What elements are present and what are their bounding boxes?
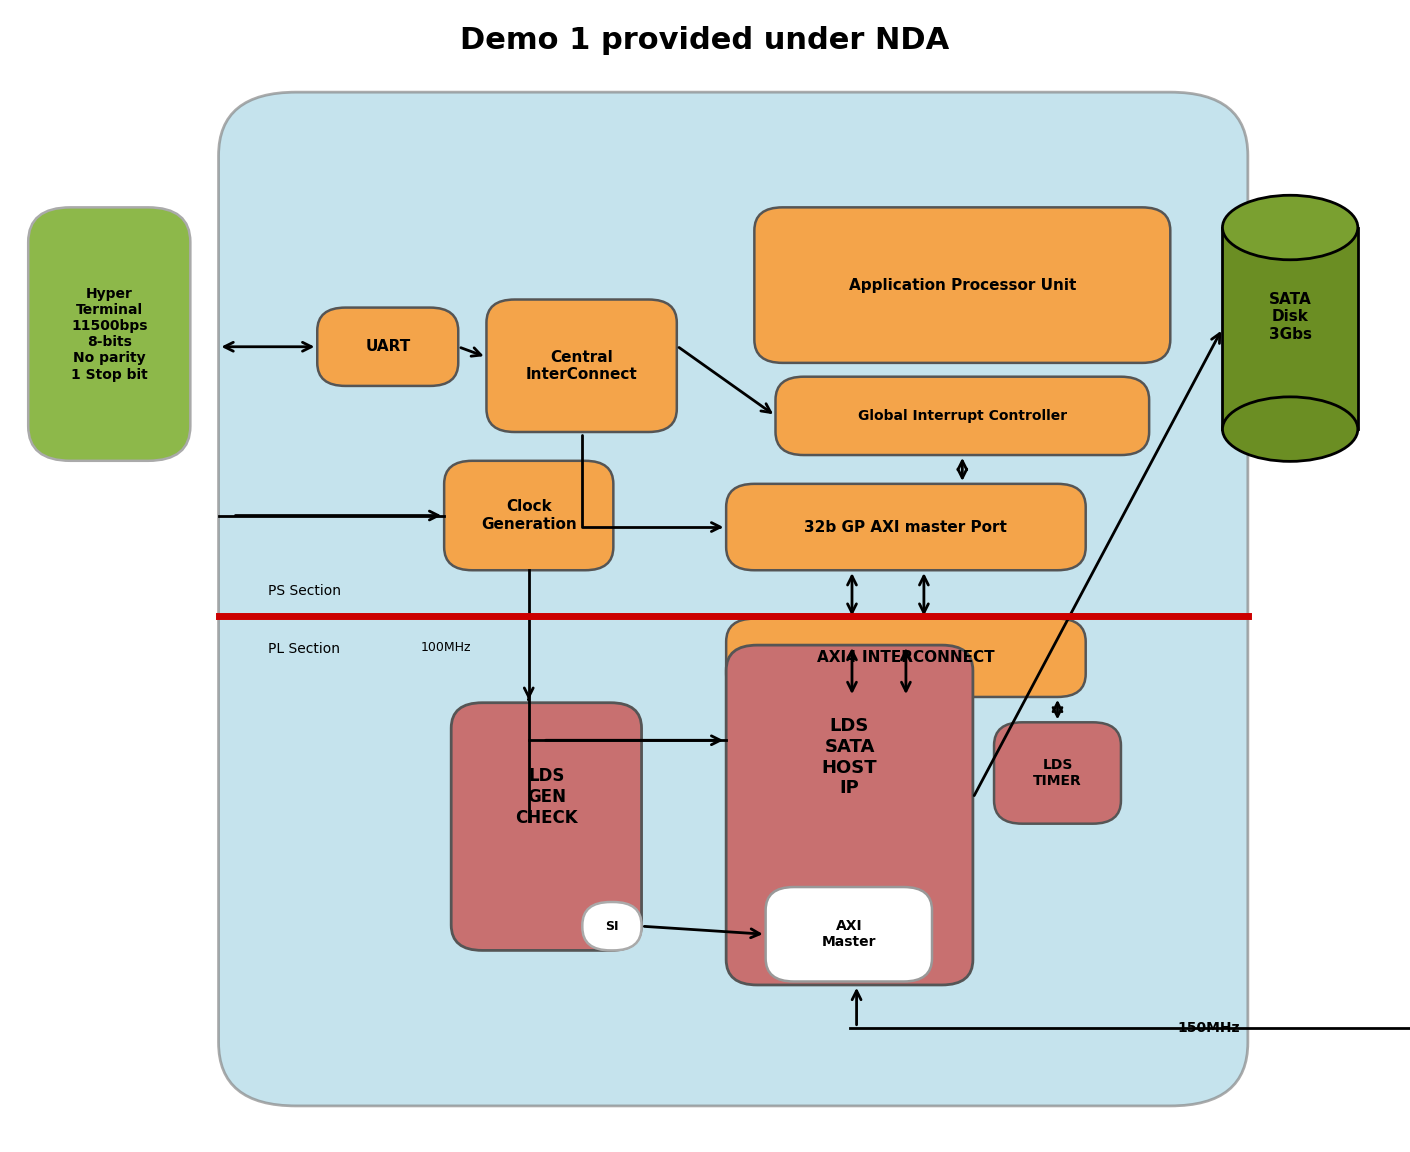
Text: LDS
SATA
HOST
IP: LDS SATA HOST IP — [822, 717, 877, 797]
Text: Hyper
Terminal
11500bps
8-bits
No parity
1 Stop bit: Hyper Terminal 11500bps 8-bits No parity… — [70, 287, 148, 381]
FancyBboxPatch shape — [776, 377, 1149, 455]
Bar — [1222, 228, 1358, 430]
Text: 100MHz: 100MHz — [420, 641, 471, 654]
Text: LDS
TIMER: LDS TIMER — [1034, 758, 1081, 788]
FancyBboxPatch shape — [582, 902, 642, 950]
Text: PS Section: PS Section — [268, 584, 341, 598]
FancyBboxPatch shape — [219, 92, 1248, 1106]
Text: Demo 1 provided under NDA: Demo 1 provided under NDA — [461, 25, 949, 55]
Text: 150MHz: 150MHz — [1177, 1021, 1239, 1034]
FancyBboxPatch shape — [754, 207, 1170, 363]
FancyBboxPatch shape — [28, 207, 190, 461]
Ellipse shape — [1222, 196, 1358, 260]
FancyBboxPatch shape — [451, 703, 642, 950]
Text: Global Interrupt Controller: Global Interrupt Controller — [857, 409, 1067, 423]
Text: Central
InterConnect: Central InterConnect — [526, 349, 637, 382]
Text: AXI4 INTERCONNECT: AXI4 INTERCONNECT — [818, 650, 994, 666]
FancyBboxPatch shape — [726, 645, 973, 985]
Text: SI: SI — [605, 919, 619, 933]
Ellipse shape — [1222, 397, 1358, 462]
Text: PL Section: PL Section — [268, 642, 340, 655]
FancyBboxPatch shape — [486, 300, 677, 432]
FancyBboxPatch shape — [994, 722, 1121, 824]
FancyBboxPatch shape — [766, 887, 932, 982]
FancyBboxPatch shape — [726, 484, 1086, 570]
Text: Clock
Generation: Clock Generation — [481, 499, 577, 532]
Text: Application Processor Unit: Application Processor Unit — [849, 278, 1076, 293]
Text: SATA
Disk
3Gbs: SATA Disk 3Gbs — [1269, 291, 1311, 342]
FancyBboxPatch shape — [444, 461, 613, 570]
Text: LDS
GEN
CHECK: LDS GEN CHECK — [515, 767, 578, 827]
Text: UART: UART — [365, 339, 410, 355]
Text: 32b GP AXI master Port: 32b GP AXI master Port — [805, 520, 1007, 535]
FancyBboxPatch shape — [726, 619, 1086, 697]
Text: AXI
Master: AXI Master — [822, 919, 876, 949]
FancyBboxPatch shape — [317, 308, 458, 386]
